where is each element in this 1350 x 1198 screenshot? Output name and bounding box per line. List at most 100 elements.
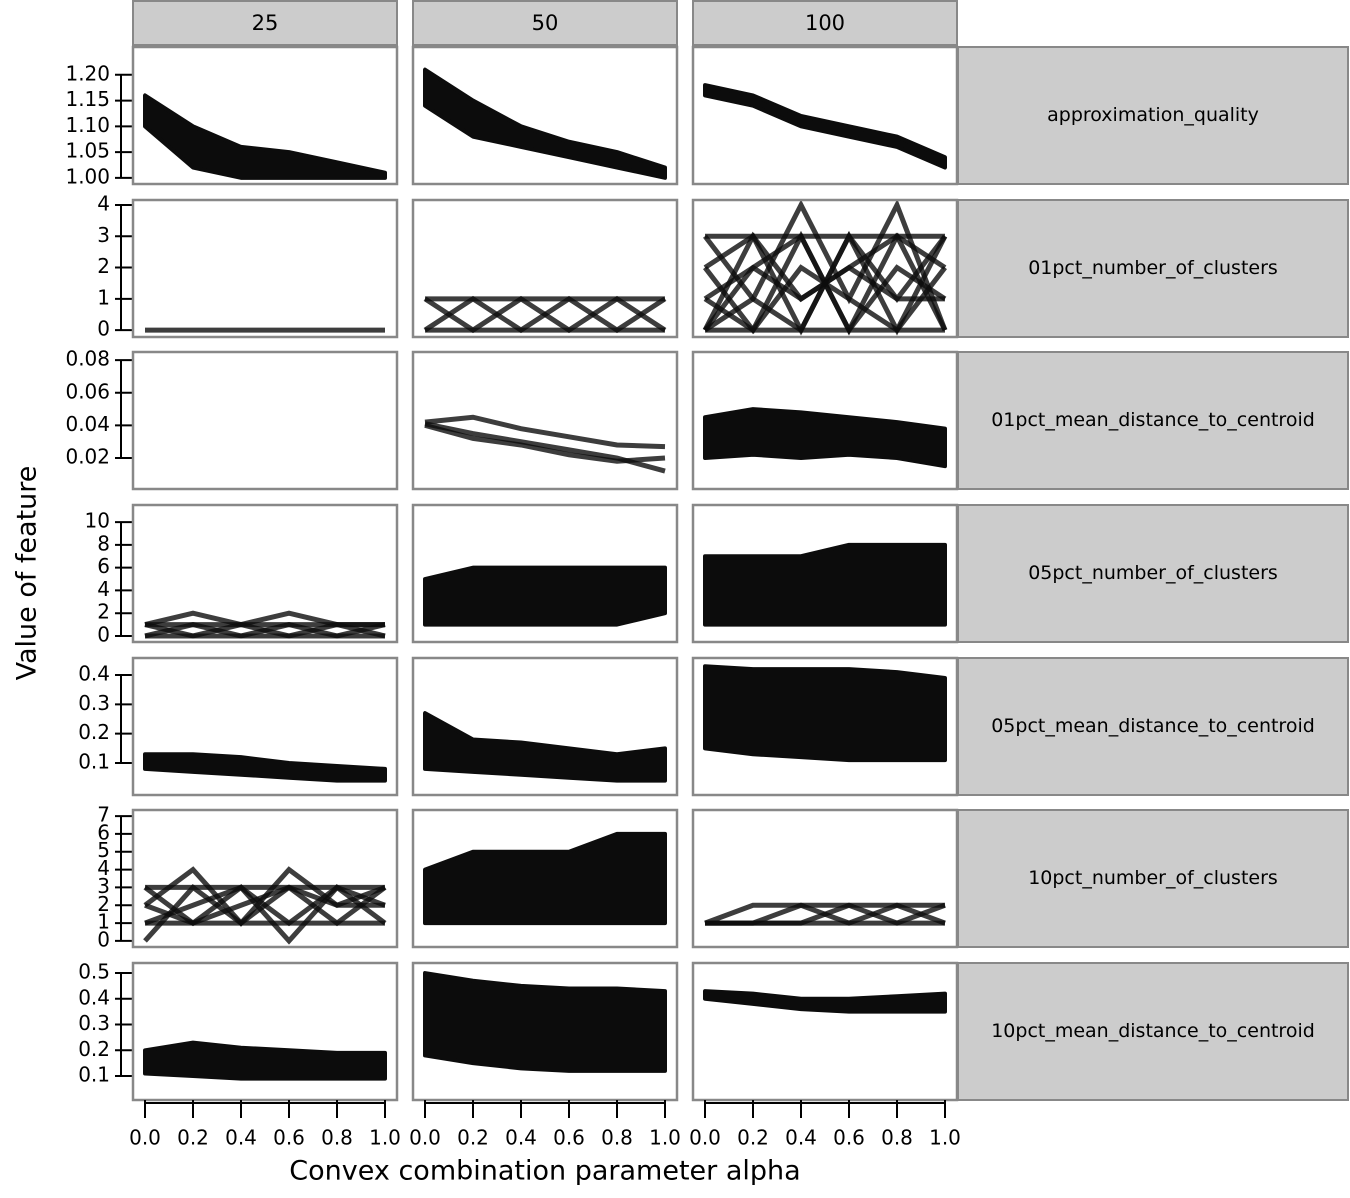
x-tick-label: 1.0 xyxy=(649,1126,681,1150)
band xyxy=(703,664,947,763)
y-axis-label: Value of feature xyxy=(12,466,43,681)
strip xyxy=(957,809,1349,948)
y-tick-label: 0.06 xyxy=(65,379,110,403)
row-label: 01pct_number_of_clusters xyxy=(1028,257,1278,279)
band xyxy=(143,1040,387,1081)
y-tick-label: 2 xyxy=(97,600,110,624)
band xyxy=(143,93,387,180)
y-tick-label: 1.00 xyxy=(65,164,110,188)
y-tick-label: 1.20 xyxy=(65,61,110,85)
y-tick-label: 0.4 xyxy=(78,985,110,1009)
line xyxy=(424,422,666,464)
y-tick-label: 0.4 xyxy=(78,662,110,686)
y-tick-label: 0.5 xyxy=(78,960,110,984)
panel-border xyxy=(691,45,959,186)
y-tick-label: 0.2 xyxy=(78,1037,110,1061)
panel-border xyxy=(131,198,399,339)
band xyxy=(703,542,947,627)
panel-border xyxy=(411,45,679,186)
panel-border xyxy=(411,503,679,644)
panel-border xyxy=(691,503,959,644)
strip xyxy=(412,0,678,46)
panel xyxy=(133,352,397,489)
band xyxy=(423,711,667,783)
strip xyxy=(957,962,1349,1101)
y-tick-label: 0.3 xyxy=(78,691,110,715)
x-axis-label: Convex combination parameter alpha xyxy=(289,1156,800,1187)
panel-border xyxy=(691,808,959,949)
y-tick-label: 5 xyxy=(97,838,110,862)
x-tick-label: 0.6 xyxy=(553,1126,585,1150)
row-label: 10pct_number_of_clusters xyxy=(1028,867,1278,889)
row-label: 10pct_mean_distance_to_centroid xyxy=(991,1020,1315,1042)
x-tick-label: 0.8 xyxy=(321,1126,353,1150)
strip xyxy=(957,351,1349,490)
panel-border xyxy=(411,350,679,491)
panel-border xyxy=(131,350,399,491)
band xyxy=(703,83,947,170)
y-tick-label: 0.3 xyxy=(78,1011,110,1035)
y-tick-label: 0.2 xyxy=(78,720,110,744)
x-tick-label: 0.6 xyxy=(833,1126,865,1150)
panel-border xyxy=(691,961,959,1102)
x-tick-label: 0.4 xyxy=(225,1126,257,1150)
y-tick-label: 1.10 xyxy=(65,113,110,137)
row-label: 05pct_mean_distance_to_centroid xyxy=(991,715,1315,737)
x-tick-label: 0.0 xyxy=(409,1126,441,1150)
x-tick-label: 0.0 xyxy=(129,1126,161,1150)
panel-border xyxy=(411,656,679,797)
panel xyxy=(133,810,397,947)
band xyxy=(703,989,947,1014)
y-tick-label: 1.05 xyxy=(65,139,110,163)
panel xyxy=(693,47,957,184)
band xyxy=(423,971,667,1073)
strip xyxy=(957,46,1349,185)
x-tick-label: 0.8 xyxy=(881,1126,913,1150)
y-tick-label: 4 xyxy=(97,856,110,880)
strip xyxy=(957,657,1349,796)
x-tick-label: 0.2 xyxy=(177,1126,209,1150)
panel-border xyxy=(131,961,399,1102)
panel-border xyxy=(691,198,959,339)
y-tick-label: 0 xyxy=(97,317,110,341)
panel xyxy=(693,810,957,947)
y-tick-label: 1.15 xyxy=(65,87,110,111)
x-tick-label: 0.0 xyxy=(689,1126,721,1150)
x-tick-label: 0.2 xyxy=(457,1126,489,1150)
x-tick-label: 0.2 xyxy=(737,1126,769,1150)
x-tick-label: 1.0 xyxy=(369,1126,401,1150)
y-tick-label: 0 xyxy=(97,927,110,951)
row-label: approximation_quality xyxy=(1047,104,1259,126)
line xyxy=(424,414,666,450)
y-tick-label: 0.04 xyxy=(65,412,110,436)
x-tick-label: 0.4 xyxy=(505,1126,537,1150)
strip xyxy=(692,0,958,46)
y-tick-label: 7 xyxy=(97,803,110,827)
line xyxy=(703,200,948,333)
y-tick-label: 1 xyxy=(97,285,110,309)
y-tick-label: 10 xyxy=(85,509,110,533)
y-tick-label: 4 xyxy=(97,577,110,601)
y-tick-label: 6 xyxy=(97,820,110,844)
row-label: 05pct_number_of_clusters xyxy=(1028,562,1278,584)
panel-border xyxy=(411,808,679,949)
panel-border xyxy=(691,656,959,797)
line xyxy=(143,884,387,945)
band xyxy=(423,67,667,180)
y-tick-label: 8 xyxy=(97,531,110,555)
line xyxy=(705,902,946,926)
y-tick-label: 0.1 xyxy=(78,750,110,774)
panel xyxy=(693,963,957,1100)
y-tick-label: 3 xyxy=(97,874,110,898)
y-tick-label: 2 xyxy=(97,892,110,916)
strip xyxy=(957,504,1349,643)
band xyxy=(423,565,667,627)
line xyxy=(703,264,945,302)
strip xyxy=(132,0,398,46)
x-tick-label: 0.4 xyxy=(785,1126,817,1150)
row-label: 01pct_mean_distance_to_centroid xyxy=(991,409,1315,431)
x-tick-label: 0.6 xyxy=(273,1126,305,1150)
y-tick-label: 4 xyxy=(97,192,110,216)
band xyxy=(143,752,387,783)
panel-border xyxy=(131,503,399,644)
